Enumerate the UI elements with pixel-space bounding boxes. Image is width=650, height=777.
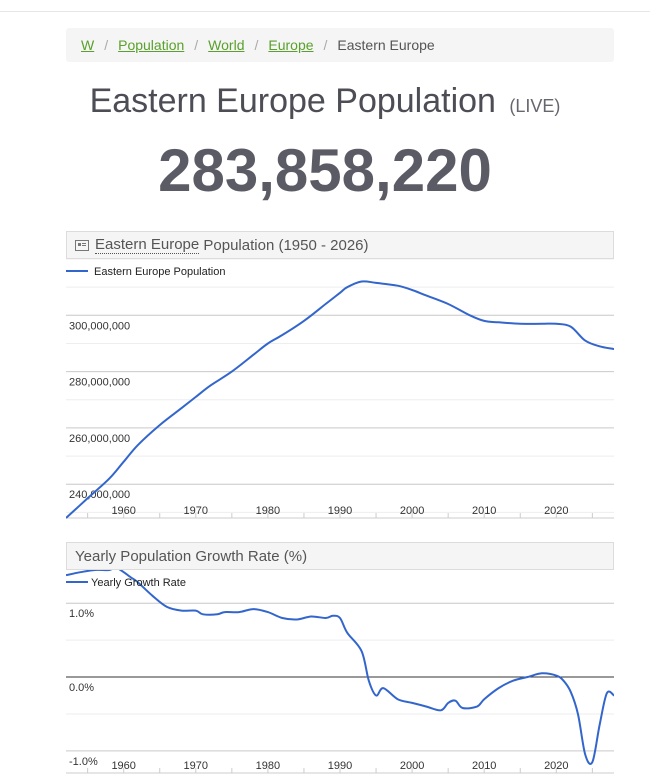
- growth-chart-title: Yearly Population Growth Rate (%): [75, 547, 308, 565]
- population-y-tick-label: 300,000,000: [69, 320, 130, 332]
- breadcrumb-separator: /: [254, 37, 259, 53]
- growth-x-tick-label: 2000: [400, 760, 424, 772]
- chart-icon: [75, 239, 89, 251]
- population-x-tick-label: 1970: [184, 505, 208, 517]
- population-legend-label[interactable]: Eastern Europe Population: [94, 266, 225, 278]
- population-series-line[interactable]: [66, 280, 614, 519]
- growth-y-tick-label: -1.0%: [69, 756, 98, 768]
- growth-series-line[interactable]: [66, 570, 614, 765]
- population-counter: 283,858,220: [158, 137, 492, 204]
- breadcrumb-current: Eastern Europe: [337, 37, 435, 53]
- breadcrumb: W / Population / World / Europe / Easter…: [66, 28, 614, 62]
- growth-x-tick-label: 2010: [472, 760, 496, 772]
- population-y-tick-label: 280,000,000: [69, 377, 130, 389]
- breadcrumb-link-world[interactable]: World: [208, 37, 245, 53]
- population-y-tick-label: 260,000,000: [69, 433, 130, 445]
- population-chart-header: Eastern Europe Population (1950 - 2026): [66, 231, 614, 259]
- population-x-tick-label: 2020: [544, 505, 568, 517]
- breadcrumb-link-population[interactable]: Population: [118, 37, 185, 53]
- population-chart: 240,000,000 260,000,000 280,000,000 300,000…: [66, 259, 614, 519]
- live-label: (LIVE): [509, 96, 561, 116]
- page-title: Eastern Europe Population (LIVE): [0, 82, 650, 121]
- growth-chart: -1.0% 0.0% 1.0% 1960 1970 1980 1990 2000 2010 202…: [66, 570, 614, 774]
- growth-y-tick-label: 1.0%: [69, 608, 94, 620]
- breadcrumb-separator: /: [104, 37, 109, 53]
- population-x-tick-label: 1990: [328, 505, 352, 517]
- population-chart-title-link[interactable]: Eastern Europe: [95, 236, 200, 254]
- breadcrumb-link-europe[interactable]: Europe: [268, 37, 314, 53]
- population-x-tick-label: 1980: [256, 505, 280, 517]
- growth-x-tick-label: 1970: [184, 760, 208, 772]
- breadcrumb-link-w[interactable]: W: [81, 37, 95, 53]
- population-y-tick-label: 240,000,000: [69, 489, 130, 501]
- page-title-text: Eastern Europe Population: [89, 82, 496, 120]
- population-x-tick-label: 2010: [472, 505, 496, 517]
- breadcrumb-separator: /: [323, 37, 328, 53]
- breadcrumb-separator: /: [194, 37, 199, 53]
- population-x-tick-label: 2000: [400, 505, 424, 517]
- growth-x-tick-label: 1960: [111, 760, 135, 772]
- growth-legend-label[interactable]: Yearly Growth Rate: [91, 577, 186, 589]
- growth-chart-header: Yearly Population Growth Rate (%): [66, 542, 614, 570]
- population-x-tick-label: 1960: [111, 505, 135, 517]
- growth-x-tick-label: 1990: [328, 760, 352, 772]
- growth-x-tick-label: 2020: [544, 760, 568, 772]
- growth-x-tick-label: 1980: [256, 760, 280, 772]
- growth-y-tick-label: 0.0%: [69, 682, 94, 694]
- top-divider: [0, 11, 650, 12]
- population-chart-title-rest: Population (1950 - 2026): [199, 236, 369, 254]
